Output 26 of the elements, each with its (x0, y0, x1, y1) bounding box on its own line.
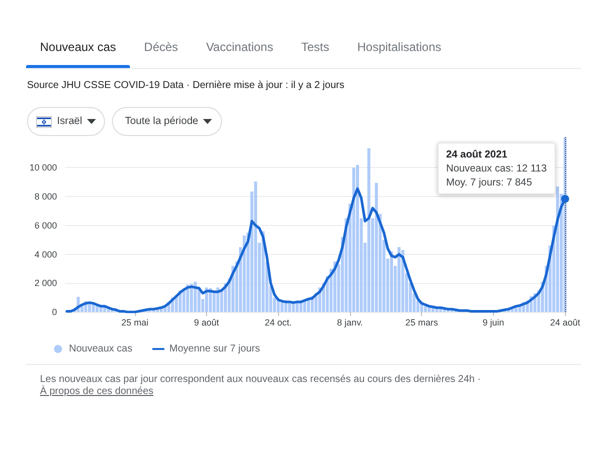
x-tick-label: 24 août (550, 318, 581, 328)
x-tick-label: 24 oct. (264, 318, 292, 328)
x-tick-label: 8 janv. (337, 318, 363, 328)
x-tick-label: 9 août (194, 318, 220, 328)
text: Tests (301, 40, 330, 54)
chart-title: Nouveaux cas (40, 40, 116, 54)
annotation: 24 août 2021 Nouveaux cas: 12 113 Moy. 7 jours: 7 845 (446, 149, 548, 188)
chart-subtitle: Source JHU CSSE COVID-19 Data · Dernière mise à jour : il y a 2 jours (27, 80, 344, 91)
x-tick-label: 25 mai (121, 318, 148, 328)
dropdown-button: Toute la période (112, 107, 222, 136)
text: À propos de ces données (40, 386, 154, 397)
text: Les nouveaux cas par jour correspondent aux nouveaux cas recensés au cours des dernières 24h · (40, 374, 481, 385)
y-tick-label: 8 000 (34, 192, 57, 202)
text: Hospitalisations (357, 40, 442, 54)
y-tick-label: 0 (52, 307, 57, 317)
text: Décès (144, 40, 178, 54)
y-tick-label: 6 000 (34, 220, 57, 230)
y-tick-label: 10 000 (29, 162, 57, 173)
x-tick-label: 25 mars (405, 318, 438, 328)
dropdown-button: Israël (27, 107, 105, 136)
legend-label: Nouveaux cas (69, 344, 132, 354)
y-tick-label: 4 000 (34, 249, 57, 260)
legend-label: Moyenne sur 7 jours (169, 344, 260, 354)
text: Vaccinations (206, 40, 274, 54)
x-tick-label: 9 juin (482, 318, 504, 328)
y-tick-label: 2 000 (34, 278, 57, 288)
